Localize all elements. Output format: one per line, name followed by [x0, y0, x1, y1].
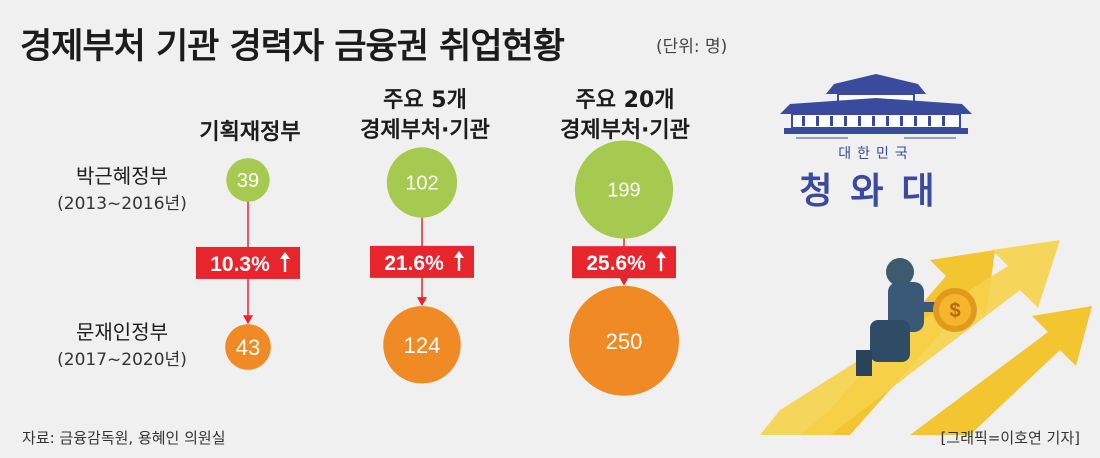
growth-label-box [196, 246, 300, 279]
column-header-1: 기획재정부 [160, 118, 340, 148]
row-label-moon-name: 문재인정부 [76, 320, 168, 344]
row-label-moon: 문재인정부 (2017~2020년) [22, 318, 222, 374]
arrow-shape-front [910, 306, 1092, 435]
row-label-park-name: 박근혜정부 [76, 164, 168, 188]
rising-arrows-illustration: $ [760, 240, 1092, 435]
bubble-moon [569, 285, 679, 396]
svg-text:$: $ [949, 300, 960, 322]
growth-label-text: 25.6% [586, 252, 646, 275]
page-title: 경제부처 기관 경력자 금융권 취업현황 [20, 27, 565, 67]
up-arrow-icon-head [280, 251, 290, 259]
bubble-moon [383, 306, 461, 384]
coin-icon: $ [933, 288, 977, 332]
bubble-park [386, 147, 458, 218]
growth-label-box [370, 245, 474, 278]
connector-arrowhead [619, 276, 629, 286]
up-arrow-icon-head [454, 250, 464, 258]
column-header-3: 주요 20개 경제부처·기관 [520, 86, 730, 146]
unit-label: (단위: 명) [656, 37, 728, 57]
column-header-2: 주요 5개 경제부처·기관 [320, 86, 530, 146]
bubble-moon [225, 324, 271, 370]
cheongwadae-building-icon [780, 74, 972, 139]
bubble-park-label: 102 [405, 173, 438, 195]
logo-country-text: 대한민국 [838, 146, 914, 162]
column-header-1-text: 기획재정부 [199, 120, 301, 145]
bubble-park [574, 140, 674, 239]
up-arrow-icon-head [656, 251, 666, 259]
column-header-2-text: 주요 5개 경제부처·기관 [360, 88, 490, 143]
connector-arrowhead [243, 315, 253, 325]
logo-name-text: 청와대 [799, 171, 953, 212]
growth-label-text: 21.6% [384, 252, 444, 275]
bubble-park-label: 199 [607, 180, 640, 202]
credit-note: [그래픽=이호연 기자] [940, 429, 1080, 447]
bubble-moon-label: 250 [606, 329, 643, 354]
bubble-moon-label: 124 [404, 333, 441, 358]
row-label-moon-period: (2017~2020년) [57, 350, 187, 370]
source-note: 자료: 금융감독원, 용혜인 의원실 [22, 429, 226, 447]
row-label-park: 박근혜정부 (2013~2016년) [22, 162, 222, 218]
growth-label-box [572, 246, 676, 279]
connector-arrowhead [417, 297, 427, 307]
row-label-park-period: (2013~2016년) [57, 194, 187, 214]
bubble-moon-label: 43 [236, 335, 260, 360]
column-header-3-text: 주요 20개 경제부처·기관 [560, 88, 690, 143]
growth-label-text: 10.3% [210, 253, 270, 276]
runner-figure [856, 258, 942, 376]
bubble-park-label: 39 [237, 170, 259, 192]
bubble-park [226, 158, 270, 202]
